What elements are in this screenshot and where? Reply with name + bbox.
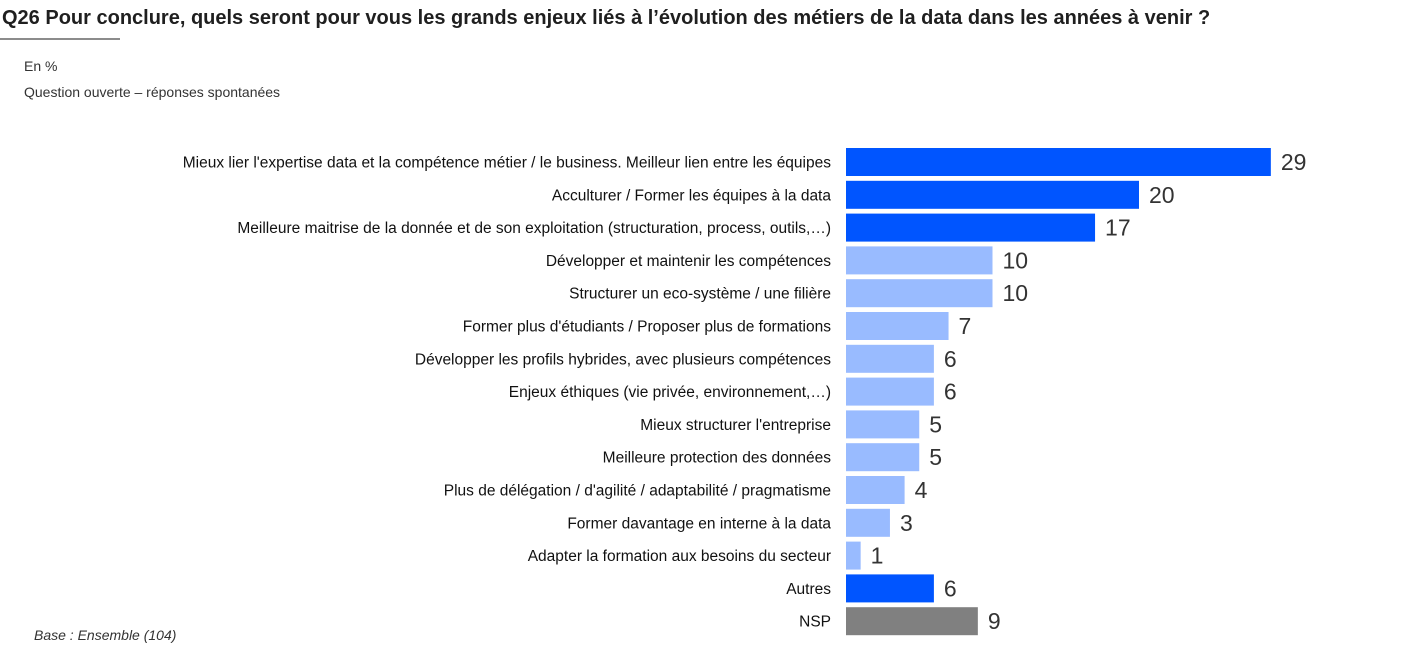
category-label: Développer les profils hybrides, avec pl… <box>415 351 831 368</box>
base-note: Base : Ensemble (104) <box>34 627 177 643</box>
value-label: 29 <box>1281 149 1307 175</box>
value-label: 9 <box>988 608 1001 634</box>
value-label: 5 <box>929 411 942 437</box>
bar <box>846 443 920 472</box>
category-label: Enjeux éthiques (vie privée, environneme… <box>509 384 831 401</box>
value-label: 6 <box>944 379 957 405</box>
category-label: Autres <box>786 581 831 598</box>
value-label: 3 <box>900 510 913 536</box>
category-label: Plus de délégation / d'agilité / adaptab… <box>444 483 831 500</box>
bar <box>846 410 920 439</box>
bar <box>846 508 890 537</box>
value-label: 10 <box>1003 247 1029 273</box>
chart-title: Q26 Pour conclure, quels seront pour vou… <box>2 7 1211 29</box>
bar <box>846 312 949 340</box>
bar <box>846 377 934 406</box>
value-label: 10 <box>1003 280 1029 306</box>
bar <box>846 541 861 570</box>
bar <box>846 607 978 636</box>
bar <box>846 476 905 504</box>
bar <box>846 180 1139 209</box>
bar <box>846 213 1096 242</box>
value-label: 1 <box>871 543 884 569</box>
category-label: Meilleure protection des données <box>603 450 832 467</box>
category-label: Acculturer / Former les équipes à la dat… <box>552 187 832 204</box>
value-label: 7 <box>959 313 972 339</box>
value-label: 5 <box>929 444 942 470</box>
bar <box>846 574 934 603</box>
bar <box>846 246 993 275</box>
value-label: 4 <box>915 477 928 503</box>
category-label: Former plus d'étudiants / Proposer plus … <box>463 319 831 336</box>
category-label: NSP <box>799 614 831 631</box>
category-label: Mieux structurer l'entreprise <box>640 417 831 434</box>
value-label: 20 <box>1149 182 1175 208</box>
category-label: Développer et maintenir les compétences <box>546 253 831 270</box>
question-type-label: Question ouverte – réponses spontanées <box>24 84 281 100</box>
bar <box>846 148 1271 176</box>
value-label: 6 <box>944 346 957 372</box>
category-label: Mieux lier l'expertise data et la compét… <box>183 155 832 172</box>
category-label: Former davantage en interne à la data <box>567 515 831 532</box>
value-label: 6 <box>944 575 957 601</box>
category-label: Structurer un eco-système / une filière <box>569 286 831 303</box>
category-label: Adapter la formation aux besoins du sect… <box>528 548 831 565</box>
unit-label: En % <box>24 58 58 74</box>
title-underline <box>0 38 120 40</box>
value-label: 17 <box>1105 215 1131 241</box>
bar <box>846 279 993 308</box>
bar <box>846 344 934 373</box>
category-label: Meilleure maitrise de la donnée et de so… <box>237 220 831 237</box>
